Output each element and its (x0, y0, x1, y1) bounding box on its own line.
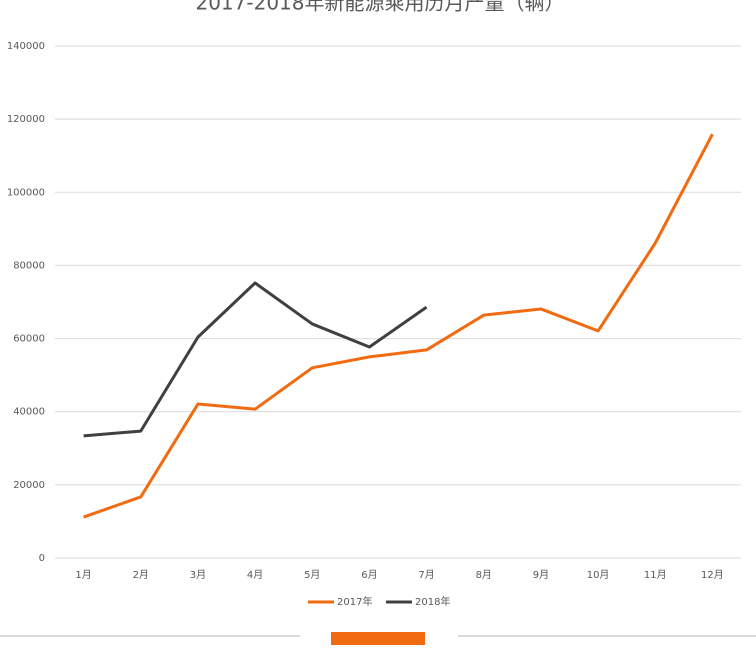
x-tick-label: 6月 (361, 569, 377, 581)
series-line (83, 133, 714, 519)
x-tick-label: 2月 (133, 569, 149, 581)
decor-bar (331, 632, 425, 645)
y-tick-label: 80000 (13, 260, 45, 271)
x-tick-label: 5月 (304, 569, 320, 581)
series-line (83, 281, 428, 438)
x-tick-label: 9月 (533, 569, 549, 581)
x-tick-label: 10月 (587, 569, 610, 581)
y-tick-label: 120000 (7, 114, 45, 125)
x-tick-label: 1月 (75, 569, 91, 581)
y-tick-label: 40000 (13, 407, 45, 418)
x-tick-label: 11月 (644, 569, 667, 581)
y-tick-label: 0 (39, 553, 45, 564)
y-tick-label: 20000 (13, 480, 45, 491)
x-tick-label: 3月 (190, 569, 206, 581)
y-tick-label: 140000 (7, 41, 45, 52)
x-tick-label: 12月 (701, 569, 724, 581)
legend-label: 2017年 (337, 595, 372, 608)
y-tick-label: 60000 (13, 334, 45, 345)
x-tick-label: 4月 (247, 569, 263, 581)
x-tick-label: 7月 (418, 569, 434, 581)
x-tick-label: 8月 (476, 569, 492, 581)
legend-label: 2018年 (415, 595, 450, 608)
chart-title: 2017-2018年新能源乘用历月产量（辆） (195, 0, 564, 15)
y-tick-label: 100000 (7, 187, 45, 198)
